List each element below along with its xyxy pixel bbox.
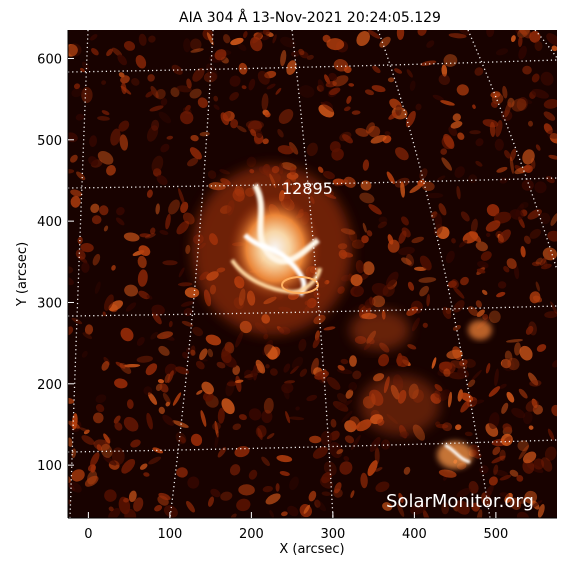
plot-title: AIA 304 Å 13-Nov-2021 20:24:05.129 xyxy=(179,9,441,26)
x-tick-label: 500 xyxy=(483,527,508,542)
x-tick-label: 0 xyxy=(84,527,92,542)
region-number-label: 12895 xyxy=(282,179,333,198)
active-region-glow xyxy=(192,165,492,469)
solarmonitor-watermark: SolarMonitor.org xyxy=(386,491,534,512)
x-axis-ticks: 0 100 200 300 400 500 xyxy=(84,512,508,542)
heliographic-grid xyxy=(68,30,557,518)
x-tick-label: 200 xyxy=(239,527,264,542)
y-tick-label: 500 xyxy=(37,134,62,149)
y-tick-label: 100 xyxy=(37,459,62,474)
y-tick-label: 600 xyxy=(37,52,62,67)
y-axis-ticks: 100 200 300 400 500 600 xyxy=(37,52,74,474)
x-tick-label: 400 xyxy=(402,527,427,542)
latitude-line xyxy=(68,439,557,453)
latitude-line xyxy=(68,177,557,189)
y-tick-label: 400 xyxy=(37,215,62,230)
solar-image xyxy=(68,30,557,518)
y-axis-label: Y (arcsec) xyxy=(15,242,30,307)
x-axis-label: X (arcsec) xyxy=(279,542,344,557)
chromosphere-texture xyxy=(68,30,557,518)
y-tick-label: 300 xyxy=(37,296,62,311)
x-tick-label: 100 xyxy=(157,527,182,542)
longitude-line xyxy=(291,30,334,518)
x-tick-label: 300 xyxy=(320,527,345,542)
y-tick-label: 200 xyxy=(37,378,62,393)
latitude-line xyxy=(68,59,557,73)
latitude-line xyxy=(68,305,557,317)
